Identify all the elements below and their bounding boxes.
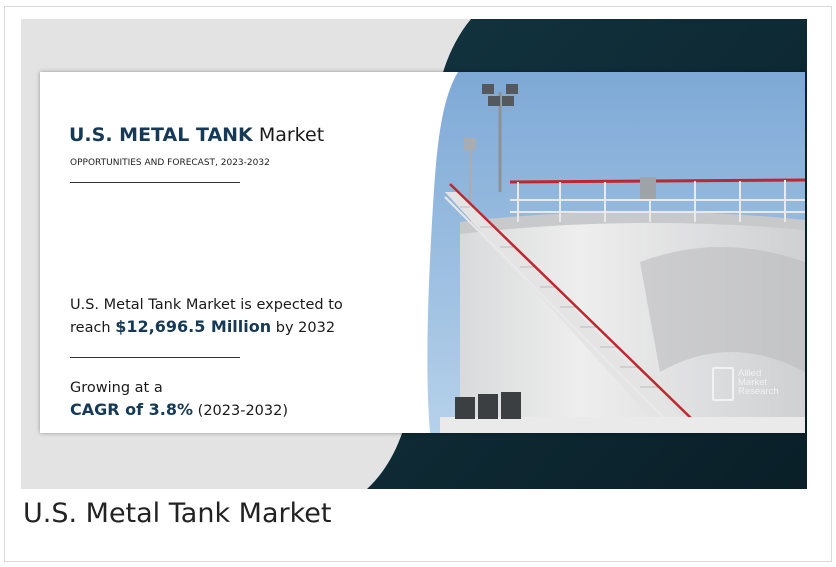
market-value-statement: U.S. Metal Tank Market is expected to re… [70, 294, 370, 339]
infographic-panel: U.S. METAL TANK Market OPPORTUNITIES AND… [40, 72, 805, 433]
logo-icon [712, 367, 734, 401]
title-rest: Market [258, 124, 325, 146]
expect-suffix: by 2032 [275, 320, 336, 336]
logo-line1: Allied [738, 368, 762, 379]
divider [70, 357, 240, 358]
image-caption: U.S. Metal Tank Market [23, 498, 332, 529]
storage-tank-photo [427, 72, 805, 433]
infographic-title: U.S. METAL TANK Market [69, 124, 324, 146]
divider [70, 182, 240, 183]
logo-line3: Research [738, 386, 779, 397]
title-bold: U.S. METAL TANK [69, 124, 253, 146]
market-value: $12,696.5 Million [115, 317, 272, 336]
cagr-value: CAGR of 3.8% [70, 400, 194, 419]
growth-prefix: Growing at a [70, 380, 163, 396]
image-card: U.S. METAL TANK Market OPPORTUNITIES AND… [4, 6, 832, 562]
logo-line2: Market [738, 377, 768, 388]
market-infographic[interactable]: U.S. METAL TANK Market OPPORTUNITIES AND… [21, 19, 807, 489]
infographic-subtitle: OPPORTUNITIES AND FORECAST, 2023-2032 [70, 158, 270, 168]
growth-period: (2023-2032) [197, 403, 289, 419]
growth-statement: Growing at a CAGR of 3.8% (2023-2032) [70, 377, 370, 422]
expect-prefix: U.S. Metal Tank Market is expected to re… [70, 297, 343, 336]
